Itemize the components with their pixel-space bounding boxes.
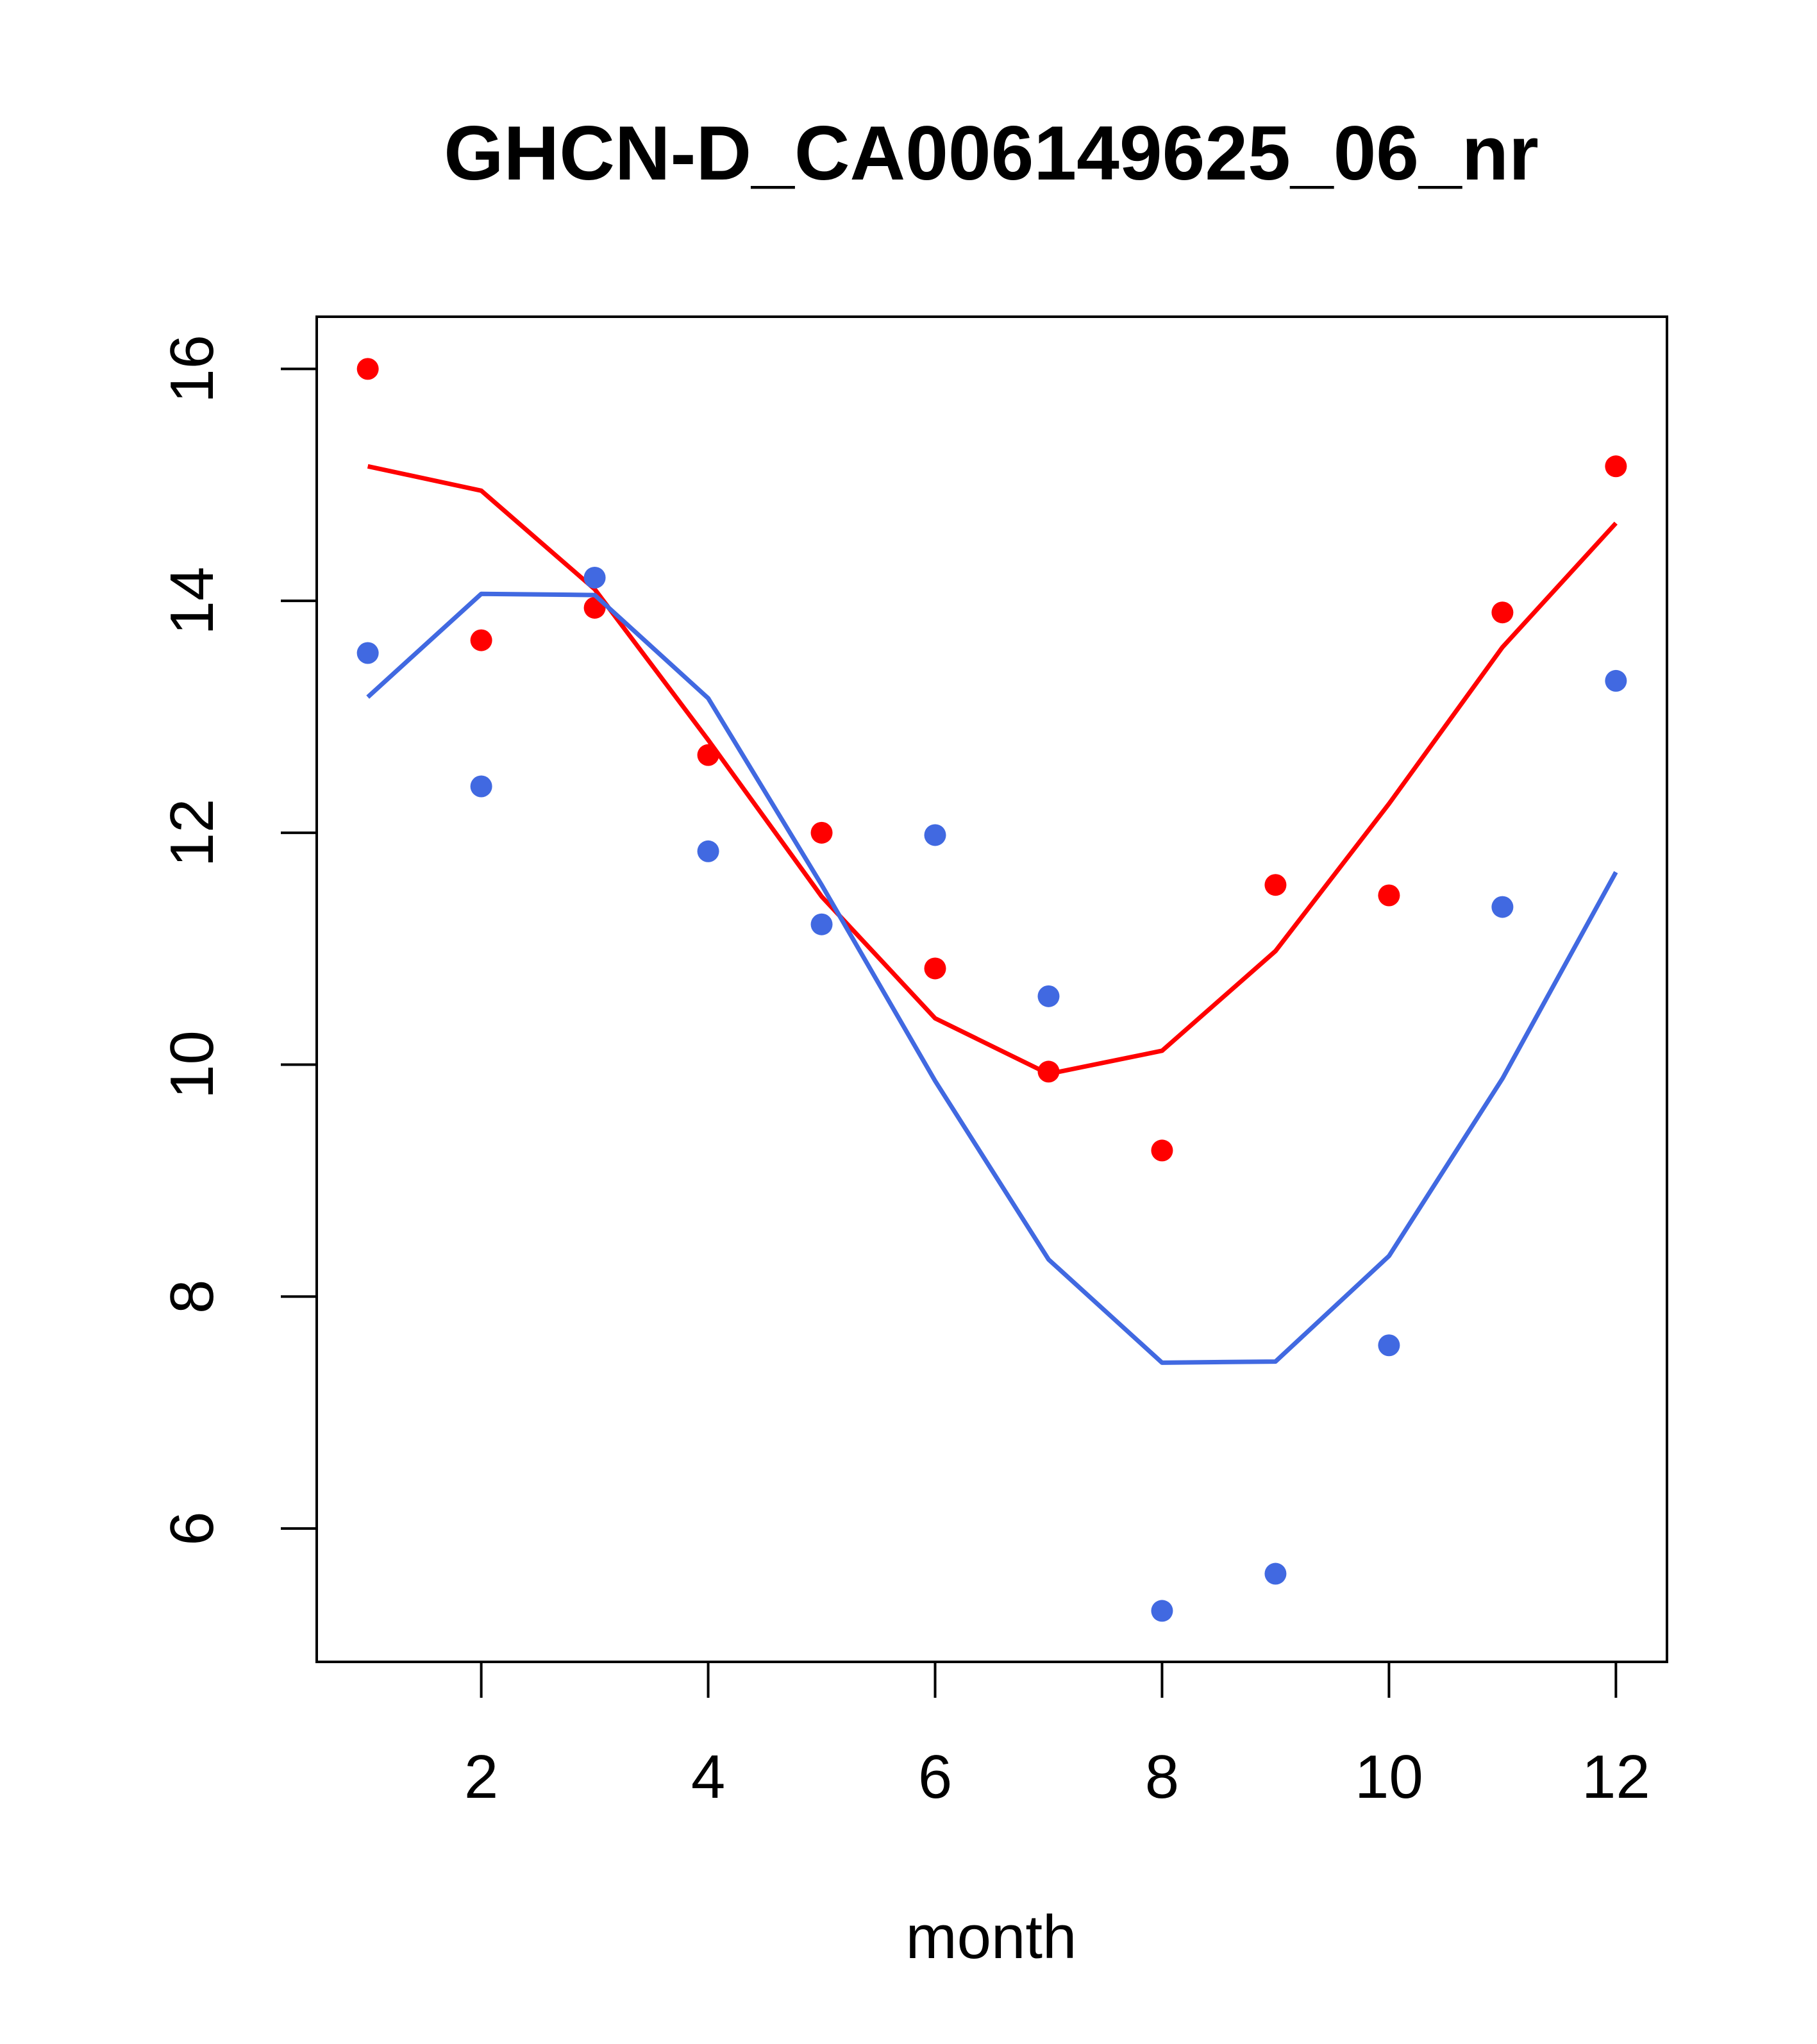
series-1-point xyxy=(1264,874,1287,896)
y-tick-label: 14 xyxy=(158,567,226,635)
x-tick-label: 12 xyxy=(1582,1743,1650,1811)
chart-title: GHCN-D_CA006149625_06_nr xyxy=(444,110,1539,196)
series-2 xyxy=(356,566,1627,1622)
series-1-point xyxy=(1151,1139,1173,1162)
plot-frame xyxy=(315,315,1668,1663)
series-1 xyxy=(356,358,1627,1162)
y-tick-label: 16 xyxy=(158,335,226,403)
series-2-point xyxy=(1151,1600,1173,1622)
series-2-point xyxy=(356,642,379,664)
y-tick-label: 8 xyxy=(158,1280,226,1314)
series-1-point xyxy=(356,358,379,380)
series-2-line xyxy=(366,591,1618,1365)
series-2-point xyxy=(924,824,946,846)
series-1-point xyxy=(1605,455,1627,478)
series-2-point xyxy=(470,775,492,798)
x-tick-label: 8 xyxy=(1145,1743,1179,1811)
x-tick-label: 10 xyxy=(1355,1743,1423,1811)
y-tick-label: 6 xyxy=(158,1511,226,1545)
series-1-point xyxy=(1491,601,1514,624)
series-2-point xyxy=(1378,1334,1400,1357)
series-1-point xyxy=(810,821,833,844)
series-1-line xyxy=(367,464,1618,1076)
series-1-point xyxy=(470,629,492,651)
series-2-point xyxy=(583,566,606,589)
x-tick-label: 2 xyxy=(464,1743,498,1811)
x-tick-label: 4 xyxy=(691,1743,725,1811)
series-2-point xyxy=(1037,985,1060,1007)
series-2-point xyxy=(1605,669,1627,692)
x-axis: 2 4 6 8 10 12 xyxy=(464,1661,1650,1811)
series-1-point xyxy=(1037,1060,1060,1083)
y-tick-label: 10 xyxy=(158,1030,226,1099)
series-1-point xyxy=(697,744,719,766)
series-1-point xyxy=(1378,884,1400,907)
series-2-point xyxy=(1264,1562,1287,1585)
y-axis: 6 8 10 12 14 16 xyxy=(158,335,318,1546)
series-2-point xyxy=(697,840,719,862)
series-1-point xyxy=(924,957,946,980)
series-2-point xyxy=(810,913,833,935)
series-layer xyxy=(356,358,1627,1622)
x-axis-label: month xyxy=(906,1903,1077,1972)
y-tick-label: 12 xyxy=(158,798,226,867)
x-tick-label: 6 xyxy=(918,1743,952,1811)
series-2-point xyxy=(1491,896,1514,918)
